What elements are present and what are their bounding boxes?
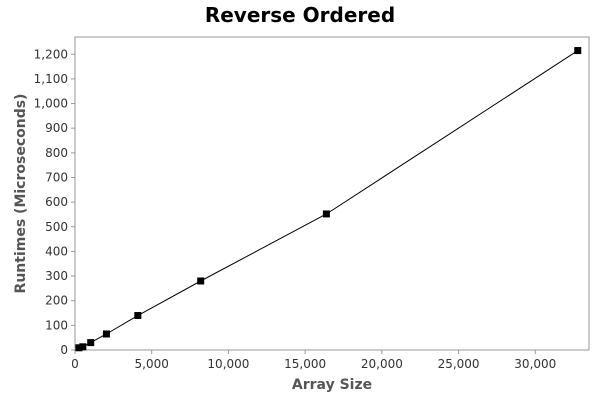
x-tick-label: 20,000 xyxy=(361,357,403,371)
y-tick-label: 1,200 xyxy=(34,47,68,61)
x-tick-label: 25,000 xyxy=(438,357,480,371)
data-point xyxy=(134,311,142,319)
y-tick-label: 900 xyxy=(45,121,68,135)
data-point xyxy=(574,47,582,55)
x-axis-title: Array Size xyxy=(292,377,372,393)
y-tick-label: 1,000 xyxy=(34,97,68,111)
y-tick-label: 300 xyxy=(45,269,68,283)
y-tick-label: 200 xyxy=(45,294,68,308)
y-tick-label: 400 xyxy=(45,244,68,258)
data-point xyxy=(102,330,110,338)
y-tick-label: 600 xyxy=(45,195,68,209)
chart-title: Reverse Ordered xyxy=(205,3,395,27)
plot-area xyxy=(74,36,590,351)
y-tick-label: 700 xyxy=(45,170,68,184)
y-tick-label: 0 xyxy=(60,343,68,357)
data-point xyxy=(197,277,205,285)
x-tick-label: 15,000 xyxy=(284,357,326,371)
data-point xyxy=(79,343,87,351)
x-tick-label: 30,000 xyxy=(514,357,556,371)
y-axis-title: Runtimes (Microseconds) xyxy=(13,94,29,294)
y-tick-label: 1,100 xyxy=(34,72,68,86)
y-axis-ticks: 0 100 200 300 400 500 600 700 800 900 1,000 1,100 1,… xyxy=(34,47,75,357)
x-tick-label: 0 xyxy=(71,357,79,371)
y-tick-label: 100 xyxy=(45,318,68,332)
y-tick-label: 500 xyxy=(45,220,68,234)
data-point xyxy=(322,210,330,218)
x-tick-label: 10,000 xyxy=(207,357,249,371)
data-point xyxy=(87,339,95,347)
series-layer xyxy=(75,47,582,352)
y-tick-label: 800 xyxy=(45,146,68,160)
data-point xyxy=(75,344,83,352)
x-axis-ticks: 0 5,000 10,000 15,000 20,000 25,000 30,000 xyxy=(71,350,556,371)
x-tick-label: 5,000 xyxy=(135,357,169,371)
